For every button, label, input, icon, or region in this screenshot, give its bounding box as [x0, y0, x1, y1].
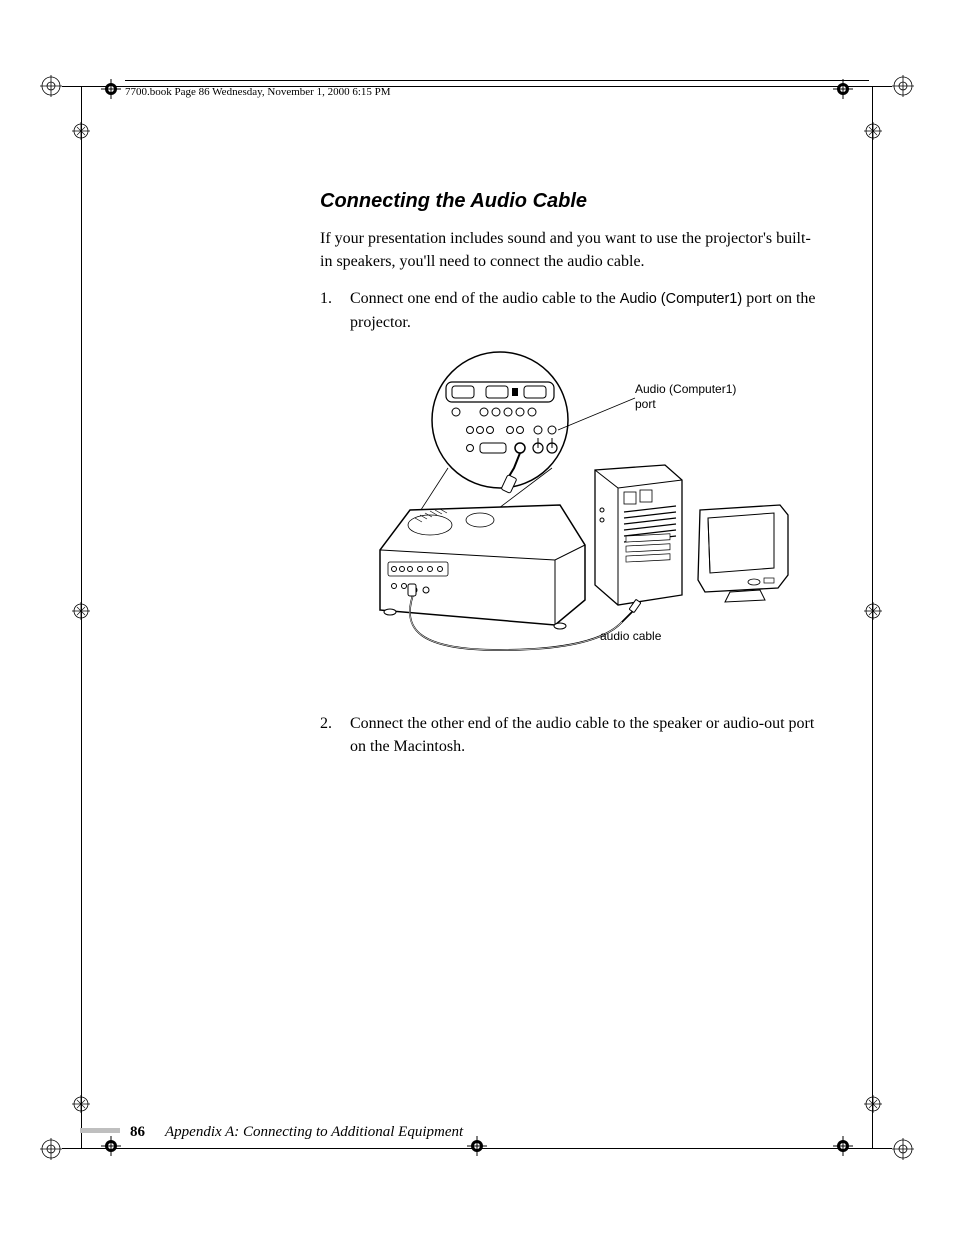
section-heading: Connecting the Audio Cable [320, 190, 820, 213]
callout-audio-cable: audio cable [600, 628, 661, 645]
step-2: Connect the other end of the audio cable… [320, 712, 820, 758]
step-1-text-pre: Connect one end of the audio cable to th… [350, 290, 620, 307]
callout-audio-port: Audio (Computer1) port [635, 382, 736, 413]
port-panel-bubble [432, 352, 568, 493]
footer-appendix-title: Appendix A: Connecting to Additional Equ… [165, 1124, 463, 1141]
registration-mark-icon [892, 75, 914, 97]
crosshair-mark-icon [100, 78, 122, 100]
page-container: 7700.book Page 86 Wednesday, November 1,… [85, 80, 869, 1155]
step-1: Connect one end of the audio cable to th… [320, 287, 820, 669]
callout-port-line2: port [635, 397, 656, 411]
page-number: 86 [130, 1124, 145, 1141]
callout-port-line1: Audio (Computer1) [635, 382, 736, 396]
footer-rule [80, 1128, 120, 1133]
registration-mark-icon [40, 1138, 62, 1160]
desktop-tower [595, 465, 682, 605]
registration-mark-icon [40, 75, 62, 97]
crosshair-mark-icon [70, 120, 92, 142]
crosshair-mark-icon [862, 600, 884, 622]
crosshair-mark-icon [466, 1135, 488, 1157]
crosshair-mark-icon [832, 78, 854, 100]
step-list: Connect one end of the audio cable to th… [320, 287, 820, 758]
intro-paragraph: If your presentation includes sound and … [320, 227, 820, 273]
crosshair-mark-icon [862, 1093, 884, 1115]
registration-mark-icon [892, 1138, 914, 1160]
diagram: Audio (Computer1) port audio cable [350, 350, 820, 670]
crosshair-mark-icon [70, 600, 92, 622]
crt-monitor [698, 505, 788, 602]
crosshair-mark-icon [862, 120, 884, 142]
step-1-sans: Audio (Computer1) [620, 291, 743, 307]
crosshair-mark-icon [832, 1135, 854, 1157]
body-content: Connecting the Audio Cable If your prese… [320, 190, 820, 768]
crosshair-mark-icon [100, 1135, 122, 1157]
running-head: 7700.book Page 86 Wednesday, November 1,… [125, 86, 391, 98]
header-rule [125, 80, 869, 81]
crosshair-mark-icon [70, 1093, 92, 1115]
